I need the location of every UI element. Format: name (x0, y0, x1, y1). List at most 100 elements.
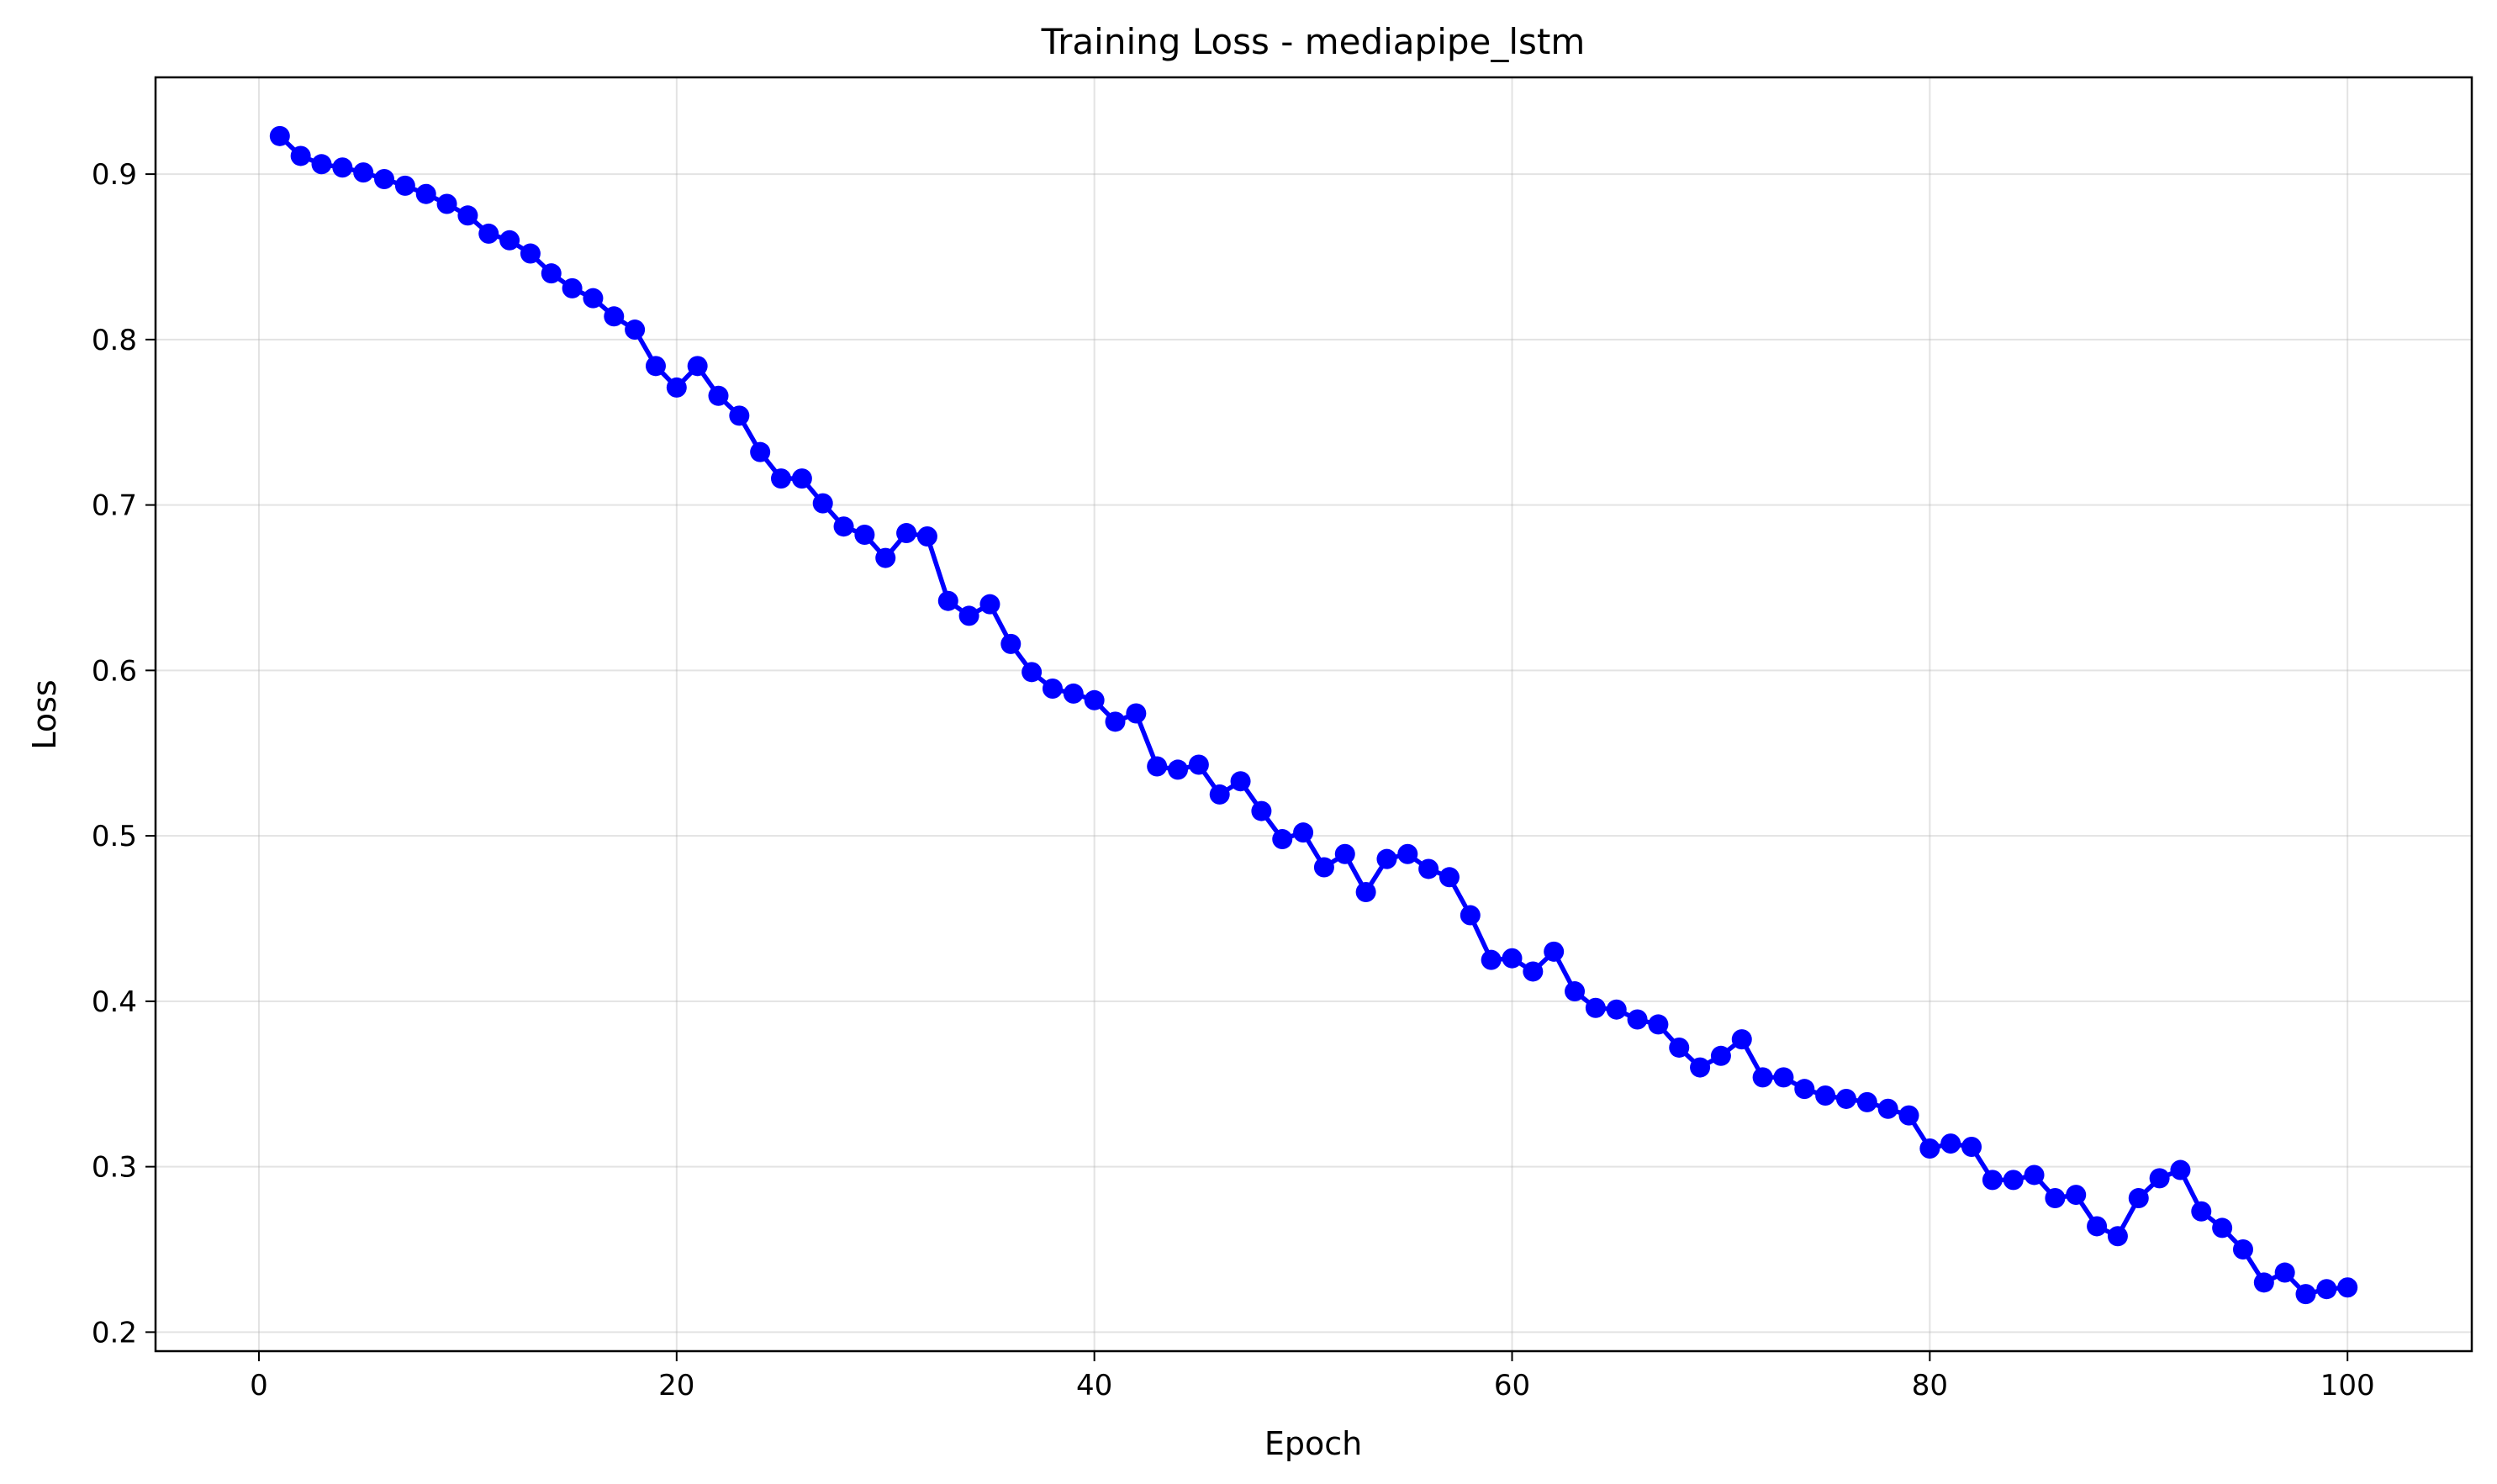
loss-point (1042, 679, 1063, 699)
loss-point (1585, 997, 1606, 1018)
loss-point (457, 205, 478, 226)
loss-point (1293, 822, 1314, 843)
loss-point (1439, 867, 1460, 888)
y-axis-label: Loss (26, 679, 63, 749)
loss-point (1773, 1067, 1794, 1088)
loss-point (1313, 857, 1334, 878)
x-tick-label: 0 (250, 1369, 268, 1402)
loss-point (1961, 1137, 1982, 1158)
x-tick-label: 60 (1494, 1369, 1530, 1402)
y-tick-label: 0.6 (92, 654, 137, 688)
loss-point (979, 594, 1000, 615)
loss-point (2003, 1170, 2024, 1191)
loss-point (1126, 703, 1147, 724)
loss-point (1000, 633, 1022, 654)
y-tick-label: 0.5 (92, 820, 137, 853)
loss-point (2107, 1226, 2128, 1247)
loss-point (269, 125, 290, 146)
loss-point (1084, 689, 1105, 710)
loss-point (1105, 711, 1126, 732)
loss-point (750, 441, 771, 462)
loss-point (478, 223, 499, 244)
loss-point (1898, 1105, 1919, 1126)
loss-point (812, 493, 833, 514)
loss-point (1544, 941, 1565, 962)
loss-point (2170, 1159, 2191, 1180)
loss-point (290, 145, 311, 166)
loss-point (436, 193, 457, 214)
chart-title: Training Loss - mediapipe_lstm (1041, 21, 1586, 62)
loss-point (1648, 1014, 1669, 1035)
y-tick-label: 0.2 (92, 1316, 137, 1349)
loss-point (374, 169, 395, 189)
loss-point (1731, 1029, 1752, 1050)
loss-point (625, 320, 646, 341)
x-tick-label: 100 (2320, 1369, 2375, 1402)
loss-point (2045, 1188, 2066, 1208)
loss-point (1209, 784, 1230, 805)
loss-point (1710, 1045, 1731, 1066)
loss-point (1940, 1133, 1961, 1154)
loss-point (1418, 858, 1439, 879)
loss-point (1982, 1170, 2003, 1191)
loss-point (1835, 1088, 1856, 1109)
loss-point (1063, 683, 1084, 704)
loss-point (1669, 1037, 1690, 1058)
loss-point (2128, 1188, 2149, 1208)
loss-point (1606, 999, 1627, 1020)
loss-point (916, 525, 937, 547)
y-tick-label: 0.8 (92, 324, 137, 357)
series-loss (269, 125, 2358, 1305)
plot-frame (154, 76, 2473, 1353)
y-tick-label: 0.7 (92, 489, 137, 523)
loss-point (2024, 1164, 2045, 1186)
loss-point (604, 306, 625, 327)
loss-point (2087, 1216, 2108, 1237)
x-tick-label: 80 (1912, 1369, 1948, 1402)
x-tick-label: 40 (1076, 1369, 1112, 1402)
loss-point (1502, 948, 1523, 969)
loss-point (1794, 1079, 1815, 1100)
loss-point (1251, 800, 1272, 821)
loss-point (1272, 829, 1293, 850)
loss-point (2274, 1262, 2295, 1283)
loss-point (1022, 662, 1043, 683)
loss-point (1565, 981, 1586, 1002)
loss-point (332, 157, 353, 178)
loss-point (729, 405, 750, 426)
loss-point (2316, 1279, 2337, 1300)
loss-line (277, 134, 2348, 1297)
loss-point (833, 516, 854, 537)
loss-point (2212, 1217, 2233, 1238)
loss-point (875, 547, 896, 568)
loss-point (1230, 771, 1251, 792)
loss-point (854, 525, 875, 546)
loss-point (1334, 843, 1355, 864)
loss-point (1627, 1009, 1648, 1030)
loss-point (520, 243, 541, 264)
loss-point (1397, 843, 1418, 864)
loss-point (562, 277, 583, 298)
loss-point (311, 154, 332, 175)
loss-point (2295, 1284, 2316, 1305)
loss-point (666, 377, 687, 398)
loss-point (1815, 1085, 1836, 1106)
loss-point (2191, 1201, 2212, 1222)
y-tick-label: 0.9 (92, 158, 137, 192)
loss-point (958, 605, 979, 626)
loss-point (1752, 1067, 1773, 1088)
loss-point (1147, 756, 1168, 777)
loss-point (2253, 1272, 2274, 1293)
loss-point (1168, 759, 1189, 780)
loss-point (645, 356, 666, 377)
loss-point (1690, 1057, 1711, 1078)
loss-point (499, 230, 520, 251)
loss-point (1355, 882, 1376, 903)
loss-point (394, 175, 415, 196)
loss-point (1481, 949, 1502, 970)
loss-point (708, 385, 729, 406)
loss-point (541, 263, 562, 284)
loss-point (1460, 905, 1481, 926)
loss-point (583, 288, 604, 309)
loss-point (415, 183, 436, 204)
